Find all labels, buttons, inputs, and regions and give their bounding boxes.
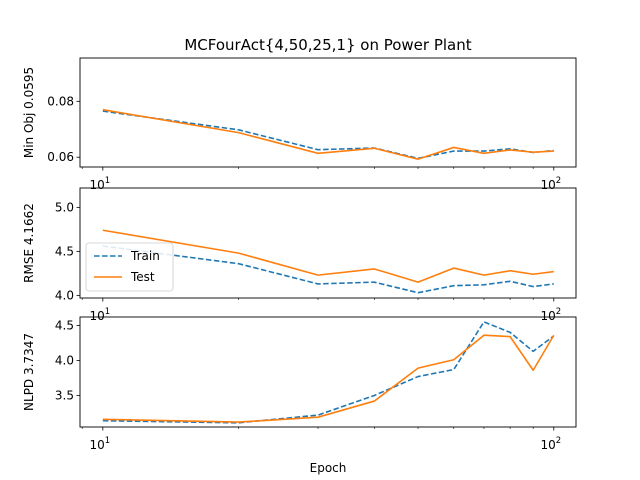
chart-title: MCFourAct{4,50,25,1} on Power Plant [184, 36, 471, 54]
y-tick-label: 3.5 [55, 388, 74, 402]
x-tick-label: 101 [89, 307, 110, 323]
y-tick-label: 4.0 [55, 353, 74, 367]
train-series-line [102, 321, 555, 424]
x-tick-label: 102 [540, 307, 561, 323]
panel-rmse: 101 102 4.0 4.5 5.0 RMSE 4.1662 [22, 187, 577, 323]
plot-frame [79, 316, 577, 428]
test-series-line [102, 229, 554, 283]
train-series-line [102, 110, 554, 160]
x-tick-label: 102 [540, 176, 561, 192]
test-series-line [102, 108, 554, 160]
y-tick-label: 4.5 [55, 318, 74, 332]
plot-frame [79, 57, 577, 168]
y-axis-label: Min Obj 0.0595 [22, 67, 36, 158]
legend-label-test: Test [130, 270, 155, 284]
plot-frame [79, 187, 577, 299]
panel-nlpd: 101 102 3.5 4.0 4.5 NLPD 3.7347 [22, 316, 577, 452]
x-axis-label: Epoch [310, 461, 347, 475]
y-tick-label: 4.5 [55, 244, 74, 258]
y-tick-label: 0.06 [47, 150, 74, 164]
y-axis-label: RMSE 4.1662 [22, 203, 36, 283]
legend-box [85, 242, 174, 292]
y-tick-label: 4.0 [55, 288, 74, 302]
panel-min-obj: 101 102 0.06 0.08 Min Obj 0.0595 [22, 57, 577, 192]
legend-label-train: Train [130, 249, 160, 263]
x-tick-label: 101 [89, 436, 110, 452]
y-tick-label: 0.08 [47, 94, 74, 108]
test-series-line [102, 334, 555, 423]
train-series-line [102, 245, 554, 294]
legend: Train Test [85, 242, 174, 292]
x-tick-label: 101 [89, 176, 110, 192]
y-axis-label: NLPD 3.7347 [22, 333, 36, 411]
x-tick-label: 102 [540, 436, 561, 452]
y-tick-label: 5.0 [55, 200, 74, 214]
